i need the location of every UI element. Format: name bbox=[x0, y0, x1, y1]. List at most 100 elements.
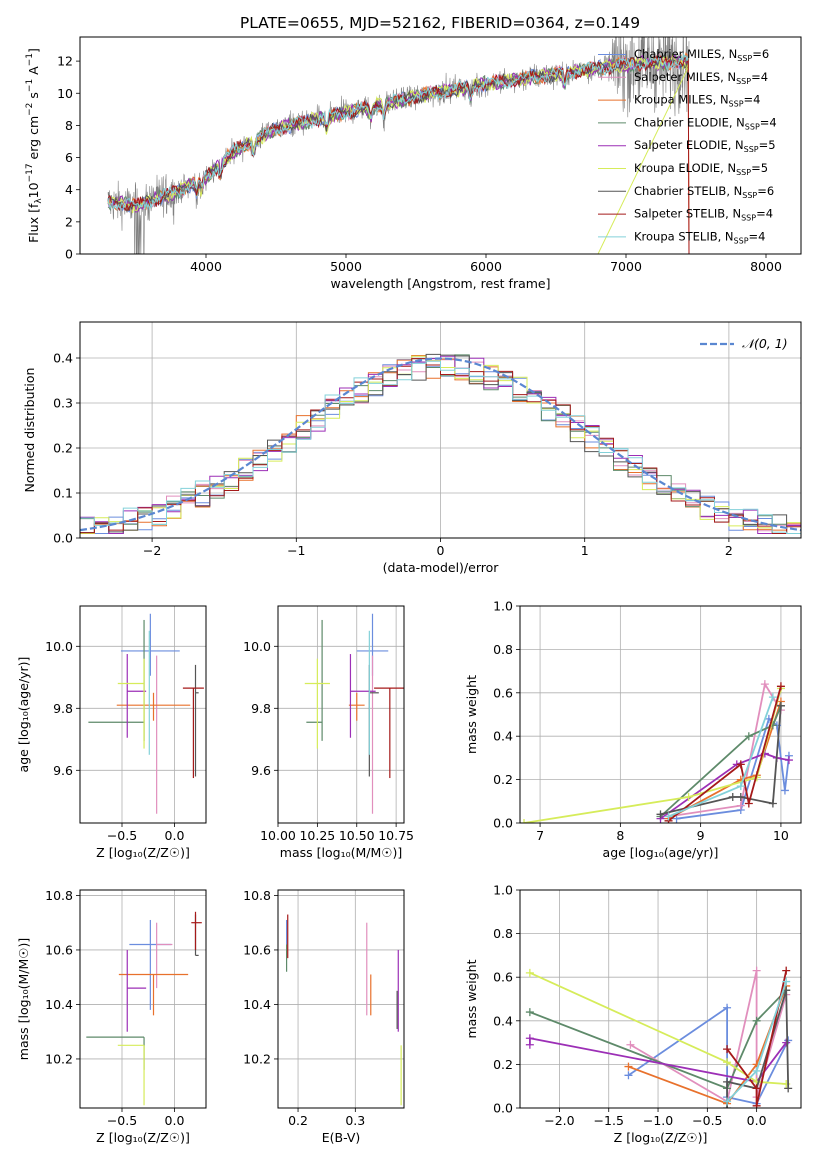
x-axis-label: (data-model)/error bbox=[383, 560, 500, 575]
y-tick-label: 8 bbox=[65, 118, 73, 133]
weight-series-line bbox=[668, 701, 782, 820]
plot-area bbox=[86, 911, 202, 1106]
legend-value: =5 bbox=[751, 161, 768, 175]
axes-frame bbox=[79, 605, 207, 824]
legend-sub: SSP bbox=[729, 100, 744, 109]
x-tick-label: 5000 bbox=[330, 259, 362, 274]
axes-frame bbox=[519, 605, 802, 824]
y-label-part: −2 bbox=[25, 103, 35, 116]
y-tick-label: 0 bbox=[65, 247, 73, 262]
legend-value: =6 bbox=[757, 184, 774, 198]
x-tick-label: 7000 bbox=[610, 259, 642, 274]
weight-point-marker bbox=[723, 1045, 732, 1054]
y-label-part: s bbox=[26, 92, 41, 103]
weight-point-marker bbox=[723, 1077, 732, 1086]
weight-point-marker bbox=[728, 792, 737, 801]
weight-vs-age-panel: 7 8 9 10 0.0 0.2 0.4 0.6 0.8 1.0 age [log₁₀(age/yr… bbox=[464, 599, 802, 860]
legend-sub: SSP bbox=[745, 122, 760, 131]
y-label-part: −1 bbox=[25, 79, 35, 92]
residual-histogram bbox=[80, 355, 801, 534]
legend-name: Chabrier MILES, N bbox=[634, 47, 737, 61]
y-tick-label: 10.4 bbox=[243, 997, 271, 1012]
x-axis-label: Z [log₁₀(Z/Z☉)] bbox=[96, 845, 190, 860]
model-spectrum-line bbox=[107, 54, 690, 254]
legend-label: Salpeter STELIB, NSSP=4 bbox=[634, 207, 773, 223]
x-tick-label: 0.0 bbox=[165, 1113, 185, 1128]
y-tick-label: 10.6 bbox=[45, 942, 73, 957]
axes-frame bbox=[79, 36, 802, 255]
residual-histogram bbox=[80, 359, 801, 534]
residuals-panel: −2 −1 0 1 2 0.0 0.1 0.2 0.3 0.4 (data-model)/error… bbox=[22, 321, 802, 575]
axes-frame bbox=[277, 889, 405, 1109]
y-tick-label: 12 bbox=[57, 54, 73, 69]
weight-point-marker bbox=[768, 799, 777, 808]
legend-label: Salpeter ELODIE, NSSP=5 bbox=[634, 138, 776, 154]
y-tick-label: 1.0 bbox=[493, 599, 513, 614]
residual-histogram bbox=[80, 358, 801, 534]
weight-point-marker bbox=[782, 977, 791, 986]
legend-sub: SSP bbox=[742, 191, 757, 200]
weight-point-marker bbox=[736, 801, 745, 810]
residual-histogram bbox=[80, 360, 801, 534]
legend-value: =5 bbox=[759, 138, 776, 152]
y-label-part: −17 bbox=[25, 163, 35, 182]
y-tick-label: 10.0 bbox=[45, 639, 73, 654]
weight-series-line bbox=[627, 1005, 790, 1105]
axes-frame bbox=[277, 605, 405, 824]
x-tick-label: −1.0 bbox=[643, 1113, 673, 1128]
legend-name: Salpeter MILES, N bbox=[634, 70, 736, 84]
axes-frame bbox=[79, 889, 207, 1109]
legend-name: Chabrier STELIB, N bbox=[634, 184, 742, 198]
weight-point-marker bbox=[782, 966, 791, 975]
x-tick-label: 0.0 bbox=[165, 828, 185, 843]
gaussian-curve bbox=[80, 357, 801, 532]
x-tick-label: 4000 bbox=[190, 259, 222, 274]
y-tick-label: 0.0 bbox=[493, 1101, 513, 1116]
x-axis-label: Z [log₁₀(Z/Z☉)] bbox=[96, 1130, 190, 1145]
y-tick-label: 10.8 bbox=[243, 888, 271, 903]
residual-histogram bbox=[80, 355, 801, 534]
legend-label: Chabrier STELIB, NSSP=6 bbox=[634, 184, 774, 200]
weight-vs-metallicity-panel: −2.0 −1.5 −1.0 −0.5 0.0 0.0 0.2 0.4 0.6 0.8 1.0 Z [… bbox=[464, 883, 802, 1145]
weight-point-marker bbox=[744, 799, 753, 808]
legend-sub: SSP bbox=[736, 77, 751, 86]
y-tick-label: 4 bbox=[65, 182, 73, 197]
legend-value: =4 bbox=[751, 70, 768, 84]
model-spectrum-line bbox=[107, 52, 689, 211]
weight-point-marker bbox=[752, 966, 761, 975]
x-tick-label: 8000 bbox=[750, 259, 782, 274]
y-tick-label: 10 bbox=[57, 86, 73, 101]
y-tick-label: 0.6 bbox=[493, 685, 513, 700]
mass-vs-extinction-panel: 0.2 0.3 10.2 10.4 10.6 10.8 E(B-V) bbox=[243, 888, 405, 1145]
plot-area bbox=[80, 353, 801, 534]
legend-value: =4 bbox=[744, 93, 761, 107]
legend-name: Kroupa MILES, N bbox=[634, 93, 729, 107]
x-tick-label: 9 bbox=[697, 828, 705, 843]
x-axis-label: wavelength [Angstrom, rest frame] bbox=[330, 276, 550, 291]
x-tick-label: −0.5 bbox=[107, 828, 137, 843]
weight-point-marker bbox=[780, 786, 789, 795]
y-tick-label: 9.6 bbox=[53, 763, 73, 778]
weight-point-marker bbox=[723, 1058, 732, 1067]
x-tick-label: 10.00 bbox=[260, 828, 296, 843]
plot-area bbox=[285, 914, 402, 1106]
legend-value: =6 bbox=[752, 47, 769, 61]
weight-point-marker bbox=[723, 1003, 732, 1012]
legend-label: Kroupa STELIB, NSSP=4 bbox=[634, 229, 765, 245]
x-axis-label: mass [log₁₀(M/M☉)] bbox=[280, 845, 402, 860]
x-tick-label: 0.2 bbox=[288, 1113, 308, 1128]
weight-point-marker bbox=[776, 701, 785, 710]
x-tick-label: 0.0 bbox=[747, 1113, 767, 1128]
plot-area bbox=[88, 613, 204, 814]
y-tick-label: 0.2 bbox=[493, 1057, 513, 1072]
legend-name: Salpeter ELODIE, N bbox=[634, 138, 744, 152]
y-tick-label: 10.8 bbox=[45, 888, 73, 903]
x-tick-label: 0 bbox=[437, 543, 445, 558]
weight-series-line bbox=[726, 970, 788, 1106]
y-tick-label: 2 bbox=[65, 214, 73, 229]
weight-point-marker bbox=[782, 1038, 791, 1047]
weight-series-line bbox=[529, 971, 787, 1085]
legend-name: Kroupa STELIB, N bbox=[634, 229, 734, 243]
legend-label: Chabrier ELODIE, NSSP=4 bbox=[634, 115, 777, 131]
